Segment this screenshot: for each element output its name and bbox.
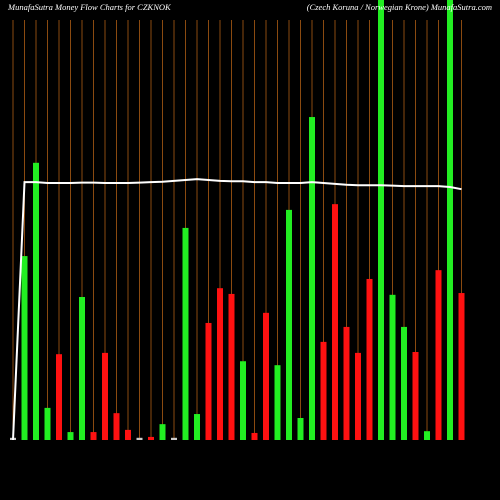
- marks: [10, 0, 465, 441]
- bar: [412, 352, 419, 440]
- bar: [424, 431, 430, 440]
- bar: [263, 312, 269, 440]
- bar: [378, 0, 384, 440]
- bar: [67, 432, 74, 440]
- bar: [251, 432, 258, 440]
- bar: [113, 413, 120, 440]
- bar: [102, 352, 108, 440]
- bar: [79, 297, 85, 440]
- bar: [44, 407, 51, 440]
- bar: [56, 354, 62, 440]
- bar: [21, 256, 28, 440]
- line: [12, 178, 462, 441]
- bar: [217, 288, 223, 440]
- bar: [182, 227, 189, 440]
- bar: [435, 270, 442, 440]
- bar: [389, 294, 396, 440]
- bar: [309, 117, 315, 440]
- bar: [366, 278, 373, 440]
- bar: [125, 429, 131, 440]
- bar: [136, 437, 143, 440]
- bar: [286, 209, 292, 440]
- chart-title: MunafaSutra Money Flow Charts for CZKNOK: [7, 2, 172, 12]
- bar: [401, 326, 407, 440]
- bar: [320, 341, 327, 440]
- bar: [447, 0, 453, 440]
- bar: [159, 424, 166, 440]
- bar: [343, 326, 350, 440]
- bar: [33, 162, 39, 441]
- chart-subtitle: (Czech Koruna / Norwegian Krone) MunafaS…: [307, 2, 492, 12]
- bar: [148, 436, 154, 440]
- bar: [205, 322, 212, 440]
- bar: [297, 418, 304, 440]
- bar: [90, 432, 97, 440]
- bar: [458, 293, 465, 440]
- bar: [228, 293, 235, 440]
- bar: [332, 204, 338, 440]
- bar: [355, 352, 361, 440]
- bar: [240, 361, 246, 440]
- bar: [194, 414, 200, 440]
- bar: [274, 365, 281, 440]
- bar: [171, 437, 177, 440]
